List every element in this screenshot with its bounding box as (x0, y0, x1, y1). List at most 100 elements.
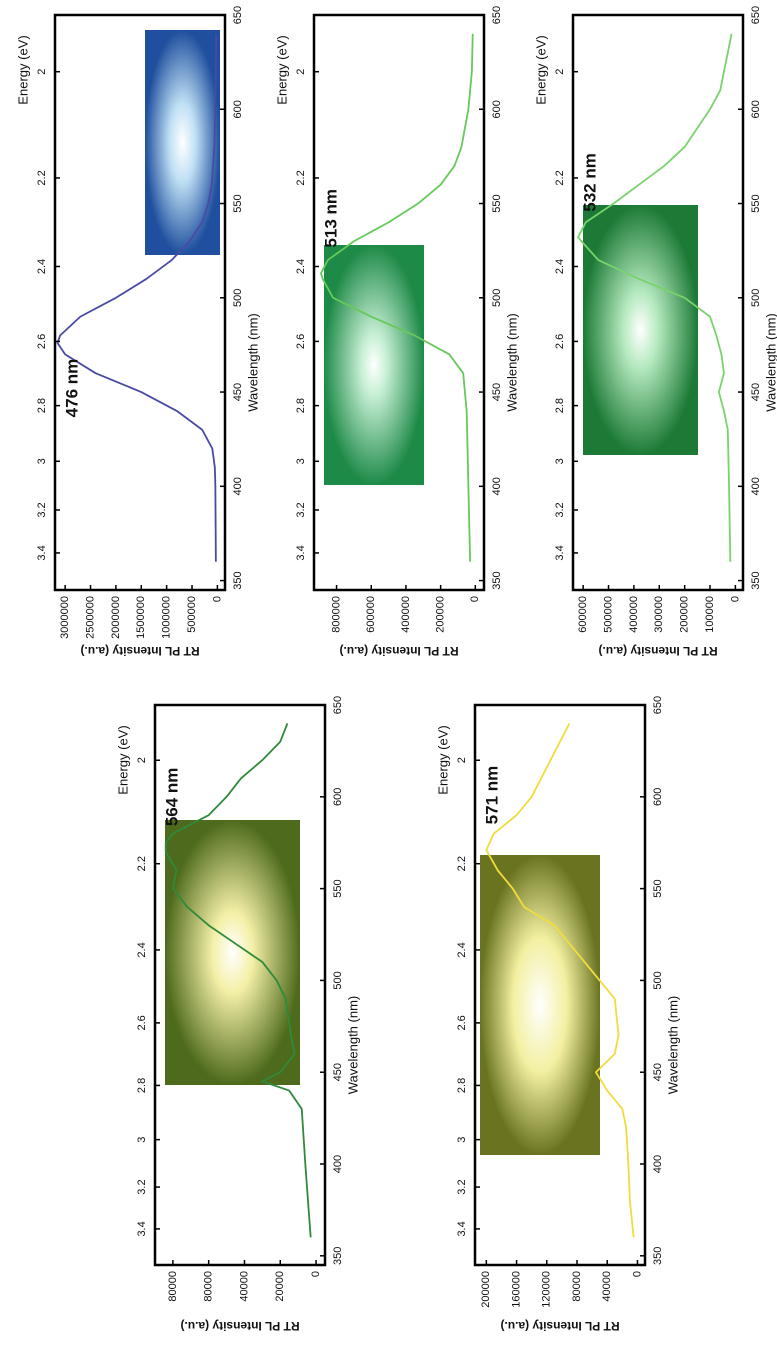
x2-tick-label: 2.2 (36, 170, 48, 185)
x-tick-label: 600 (652, 788, 664, 806)
x2-tick-label: 2.8 (136, 1078, 148, 1093)
y-tick-label: 500000 (186, 596, 198, 633)
y-tick-label: 1000000 (161, 596, 173, 639)
y-tick-label: 800000 (330, 596, 342, 633)
y-tick-label: 200000 (679, 596, 691, 633)
x-tick-label: 550 (750, 194, 762, 212)
inset-photo (165, 820, 300, 1085)
x-tick-label: 650 (232, 6, 244, 24)
y-tick-label: 0 (211, 596, 223, 602)
y-tick-label: 400000 (628, 596, 640, 633)
x2-tick-label: 2.6 (554, 334, 566, 349)
x-tick-label: 600 (232, 100, 244, 118)
y-tick-label: 160000 (510, 1271, 522, 1308)
x-tick-label: 350 (750, 571, 762, 589)
x-tick-label: 350 (491, 571, 503, 589)
y-tick-label: 300000 (653, 596, 665, 633)
x2-tick-label: 2.6 (295, 334, 307, 349)
x2-tick-label: 2.8 (554, 398, 566, 413)
peak-label: 513 nm (321, 189, 340, 248)
x2-axis-label: Energy (eV) (435, 725, 450, 794)
peak-label: 532 nm (580, 153, 599, 212)
x2-tick-label: 2 (136, 757, 148, 763)
y-axis-label: RT PL Intensity (a.u.) (598, 644, 717, 658)
x2-axis-label: Energy (eV) (115, 725, 130, 794)
y-tick-label: 200000 (435, 596, 447, 633)
y-tick-label: 0 (310, 1271, 322, 1277)
y-tick-label: 80000 (167, 1271, 179, 1302)
y-tick-label: 1500000 (135, 596, 147, 639)
x2-tick-label: 2.4 (295, 259, 307, 274)
plot-frame (312, 13, 486, 592)
x2-axis-label: Energy (eV) (15, 35, 30, 104)
x-tick-label: 650 (652, 696, 664, 714)
x2-tick-label: 3 (36, 458, 48, 464)
y-tick-label: 0 (469, 596, 481, 602)
x-tick-label: 550 (652, 879, 664, 897)
x-tick-label: 400 (750, 477, 762, 495)
x-tick-label: 550 (332, 879, 344, 897)
y-tick-label: 0 (729, 596, 741, 602)
inset-photo (324, 245, 424, 485)
inset-photo (480, 855, 600, 1155)
y-tick-label: 80000 (571, 1271, 583, 1302)
x2-tick-label: 2.8 (36, 398, 48, 413)
x-tick-label: 600 (491, 100, 503, 118)
y-tick-label: 0 (631, 1271, 643, 1277)
x2-tick-label: 3 (295, 458, 307, 464)
x-tick-label: 550 (491, 194, 503, 212)
x-axis-label: Wavelength (nm) (504, 313, 519, 412)
x-tick-label: 350 (332, 1247, 344, 1265)
x2-tick-label: 2.4 (456, 942, 468, 957)
x2-tick-label: 3 (456, 1137, 468, 1143)
y-tick-label: 400000 (400, 596, 412, 633)
x2-axis-label: Energy (eV) (533, 35, 548, 104)
x2-tick-label: 2 (456, 757, 468, 763)
y-axis-label: RT PL Intensity (a.u.) (180, 1319, 299, 1333)
x2-tick-label: 3.2 (554, 502, 566, 517)
x-tick-label: 450 (652, 1063, 664, 1081)
x-tick-label: 500 (652, 971, 664, 989)
y-axis-label: RT PL Intensity (a.u.) (80, 644, 199, 658)
plot-frame (473, 703, 647, 1267)
peak-label: 564 nm (162, 768, 181, 827)
x-tick-label: 400 (332, 1155, 344, 1173)
y-tick-label: 20000 (274, 1271, 286, 1302)
x2-tick-label: 2.2 (456, 856, 468, 871)
spectrum-line (320, 33, 474, 562)
y-tick-label: 80000 (203, 1271, 215, 1302)
x2-tick-label: 2.2 (295, 170, 307, 185)
x2-tick-label: 2.4 (136, 942, 148, 957)
x2-tick-label: 2.6 (456, 1015, 468, 1030)
x-tick-label: 450 (750, 383, 762, 401)
y-tick-label: 100000 (704, 596, 716, 633)
spectrum-line (577, 33, 733, 562)
y-axis-label: RT PL Intensity (a.u.) (500, 1319, 619, 1333)
x-tick-label: 400 (652, 1155, 664, 1173)
x2-tick-label: 3.2 (295, 502, 307, 517)
x2-tick-label: 2.8 (456, 1078, 468, 1093)
spectrum-line (164, 723, 312, 1238)
y-tick-label: 2500000 (84, 596, 96, 639)
y-tick-label: 2000000 (110, 596, 122, 639)
x2-tick-label: 2.6 (36, 334, 48, 349)
x2-tick-label: 2.8 (295, 398, 307, 413)
x-axis-label: Wavelength (nm) (345, 996, 360, 1095)
x-tick-label: 450 (332, 1063, 344, 1081)
y-tick-label: 600000 (577, 596, 589, 633)
y-tick-label: 40000 (238, 1271, 250, 1302)
x2-tick-label: 3 (136, 1137, 148, 1143)
x-tick-label: 500 (232, 289, 244, 307)
x2-tick-label: 2.2 (554, 170, 566, 185)
peak-label: 571 nm (482, 766, 501, 825)
x-tick-label: 350 (652, 1247, 664, 1265)
spectrum-line (56, 33, 218, 562)
plot-frame (571, 13, 745, 592)
x-tick-label: 650 (750, 6, 762, 24)
y-tick-label: 200000 (480, 1271, 492, 1308)
x-tick-label: 600 (750, 100, 762, 118)
plot-frame (53, 13, 227, 592)
x2-tick-label: 2.6 (136, 1015, 148, 1030)
x2-tick-label: 3.2 (136, 1179, 148, 1194)
